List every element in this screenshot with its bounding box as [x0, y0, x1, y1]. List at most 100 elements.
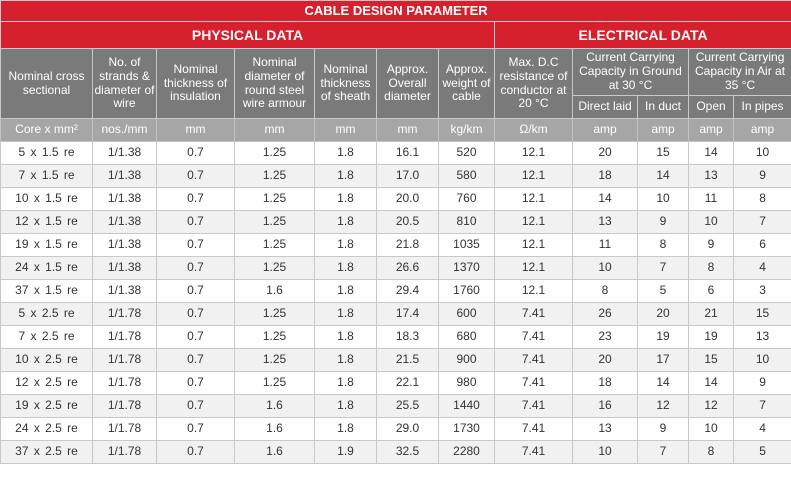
strands-cell: 1/1.78: [92, 440, 157, 464]
table-body: 5 x 1.5 re 1/1.38 0.7 1.25 1.8 16.1 520 12.1 20 1…: [0, 141, 791, 464]
header-cross-section: Nominal cross sectional: [0, 48, 93, 119]
diameter-cell: 21.8: [376, 233, 439, 257]
strands-cell: 1/1.78: [92, 371, 157, 395]
insulation-cell: 0.7: [156, 256, 235, 280]
open-cell: 11: [688, 187, 734, 211]
unit-cell: mm: [234, 118, 315, 142]
strands-cell: 1/1.78: [92, 348, 157, 372]
weight-cell: 1370: [438, 256, 495, 280]
table-row: 12 x 1.5 re 1/1.38 0.7 1.25 1.8 20.5 810 12.1 13…: [0, 210, 791, 234]
in-pipes-cell: 8: [732, 187, 791, 211]
in-duct-cell: 14: [637, 164, 689, 188]
weight-cell: 760: [438, 187, 495, 211]
in-pipes-cell: 10: [732, 141, 791, 165]
in-duct-cell: 19: [637, 325, 689, 349]
armour-cell: 1.25: [234, 164, 315, 188]
weight-cell: 900: [438, 348, 495, 372]
strands-cell: 1/1.78: [92, 394, 157, 418]
core-cell: 5 x 2.5 re: [0, 302, 93, 326]
armour-cell: 1.25: [234, 302, 315, 326]
strands-cell: 1/1.38: [92, 256, 157, 280]
weight-cell: 980: [438, 371, 495, 395]
direct-laid-cell: 13: [572, 417, 638, 441]
table-row: 37 x 1.5 re 1/1.38 0.7 1.6 1.8 29.4 1760 12.1 8 5…: [0, 279, 791, 303]
core-cell: 7 x 2.5 re: [0, 325, 93, 349]
direct-laid-cell: 18: [572, 164, 638, 188]
open-cell: 8: [688, 256, 734, 280]
table-row: 10 x 2.5 re 1/1.78 0.7 1.25 1.8 21.5 900 7.41 20…: [0, 348, 791, 372]
insulation-cell: 0.7: [156, 325, 235, 349]
sheath-cell: 1.9: [314, 440, 377, 464]
in-duct-cell: 7: [637, 440, 689, 464]
in-pipes-cell: 7: [732, 210, 791, 234]
in-duct-cell: 8: [637, 233, 689, 257]
armour-cell: 1.6: [234, 394, 315, 418]
insulation-cell: 0.7: [156, 302, 235, 326]
diameter-cell: 26.6: [376, 256, 439, 280]
sheath-cell: 1.8: [314, 256, 377, 280]
diameter-cell: 16.1: [376, 141, 439, 165]
open-cell: 12: [688, 394, 734, 418]
insulation-cell: 0.7: [156, 187, 235, 211]
table-row: 19 x 2.5 re 1/1.78 0.7 1.6 1.8 25.5 1440 7.41 16…: [0, 394, 791, 418]
table-row: 5 x 2.5 re 1/1.78 0.7 1.25 1.8 17.4 600 7.41 26 2…: [0, 302, 791, 326]
resistance-cell: 7.41: [494, 417, 573, 441]
direct-laid-cell: 13: [572, 210, 638, 234]
in-duct-cell: 14: [637, 371, 689, 395]
armour-cell: 1.25: [234, 325, 315, 349]
weight-cell: 1730: [438, 417, 495, 441]
physical-data-header: PHYSICAL DATA: [0, 21, 495, 49]
core-cell: 12 x 2.5 re: [0, 371, 93, 395]
armour-cell: 1.25: [234, 187, 315, 211]
diameter-cell: 21.5: [376, 348, 439, 372]
insulation-cell: 0.7: [156, 141, 235, 165]
in-duct-cell: 17: [637, 348, 689, 372]
in-pipes-cell: 9: [732, 371, 791, 395]
direct-laid-cell: 18: [572, 371, 638, 395]
open-cell: 15: [688, 348, 734, 372]
in-pipes-cell: 5: [732, 440, 791, 464]
header-weight: Approx. weight of cable: [438, 48, 495, 119]
open-cell: 6: [688, 279, 734, 303]
weight-cell: 600: [438, 302, 495, 326]
header-resistance: Max. D.C resistance of conductor at 20 °…: [494, 48, 573, 119]
sheath-cell: 1.8: [314, 325, 377, 349]
direct-laid-cell: 11: [572, 233, 638, 257]
insulation-cell: 0.7: [156, 348, 235, 372]
header-insulation: Nominal thickness of insulation: [156, 48, 235, 119]
resistance-cell: 7.41: [494, 302, 573, 326]
resistance-cell: 7.41: [494, 440, 573, 464]
table-row: 12 x 2.5 re 1/1.78 0.7 1.25 1.8 22.1 980 7.41 18…: [0, 371, 791, 395]
header-sheath: Nominal thickness of sheath: [314, 48, 377, 119]
diameter-cell: 29.4: [376, 279, 439, 303]
weight-cell: 680: [438, 325, 495, 349]
core-cell: 12 x 1.5 re: [0, 210, 93, 234]
strands-cell: 1/1.38: [92, 210, 157, 234]
weight-cell: 520: [438, 141, 495, 165]
resistance-cell: 7.41: [494, 325, 573, 349]
sheath-cell: 1.8: [314, 210, 377, 234]
unit-cell: mm: [376, 118, 439, 142]
sheath-cell: 1.8: [314, 394, 377, 418]
sheath-cell: 1.8: [314, 279, 377, 303]
resistance-cell: 7.41: [494, 394, 573, 418]
weight-cell: 580: [438, 164, 495, 188]
resistance-cell: 12.1: [494, 187, 573, 211]
direct-laid-cell: 23: [572, 325, 638, 349]
diameter-cell: 20.5: [376, 210, 439, 234]
unit-cell: amp: [572, 118, 638, 142]
header-overall-diameter: Approx. Overall diameter: [376, 48, 439, 119]
core-cell: 7 x 1.5 re: [0, 164, 93, 188]
table-row: 10 x 1.5 re 1/1.38 0.7 1.25 1.8 20.0 760 12.1 14…: [0, 187, 791, 211]
direct-laid-cell: 16: [572, 394, 638, 418]
weight-cell: 1760: [438, 279, 495, 303]
core-cell: 19 x 2.5 re: [0, 394, 93, 418]
electrical-data-header: ELECTRICAL DATA: [493, 21, 791, 49]
armour-cell: 1.25: [234, 233, 315, 257]
open-cell: 19: [688, 325, 734, 349]
in-pipes-cell: 4: [732, 256, 791, 280]
insulation-cell: 0.7: [156, 417, 235, 441]
diameter-cell: 29.0: [376, 417, 439, 441]
insulation-cell: 0.7: [156, 210, 235, 234]
units-row: Core x mm² nos./mm mm mm mm mm kg/km Ω/k…: [0, 118, 791, 142]
